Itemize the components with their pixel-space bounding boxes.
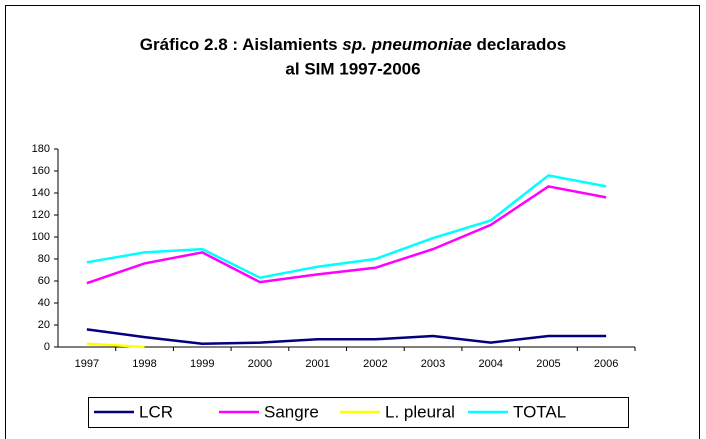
chart-title: al SIM 1997-2006 [285,59,420,78]
series-line [86,342,145,349]
y-tick-label: 80 [38,253,50,265]
x-tick-label: 2005 [536,358,560,370]
series-line [86,185,607,285]
y-tick-label: 120 [32,209,50,221]
y-tick-label: 160 [32,165,50,177]
x-tick-label: 2002 [363,358,387,370]
title-part: Gráfico 2.8 : Aislamients [140,35,338,54]
legend-label: Sangre [264,402,319,421]
x-tick-label: 2004 [479,358,503,370]
x-tick-label: 2000 [248,358,272,370]
x-tick-label: 2006 [594,358,618,370]
x-tick-label: 1997 [75,358,99,370]
title-part: declarados [476,35,566,54]
series-line [86,174,607,280]
y-tick-label: 180 [32,143,50,155]
y-tick-label: 140 [32,187,50,199]
legend-label: L. pleural [385,402,455,421]
series-line [86,328,607,345]
y-tick-label: 40 [38,297,50,309]
title-part: sp. pneumoniae [342,35,471,54]
x-tick-label: 2003 [421,358,445,370]
y-tick-label: 0 [44,341,50,353]
chart-border [5,5,700,439]
x-tick-label: 1999 [190,358,214,370]
x-tick-label: 2001 [305,358,329,370]
y-tick-label: 60 [38,275,50,287]
y-tick-label: 20 [38,319,50,331]
legend-label: LCR [139,402,173,421]
y-tick-label: 100 [32,231,50,243]
x-tick-label: 1998 [132,358,156,370]
chart-title: Gráfico 2.8 : Aislamients sp. pneumoniae… [140,35,566,54]
legend-label: TOTAL [513,402,566,421]
